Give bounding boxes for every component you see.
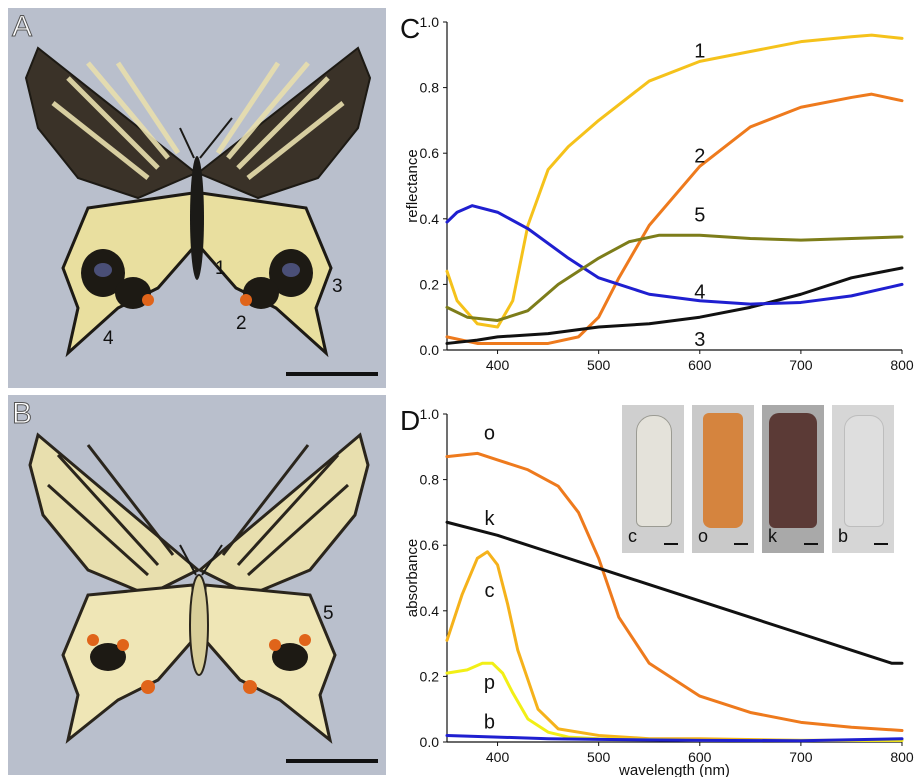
reflectance-chart: C 0.0 0.2 0.4 0.6 0.8 1.0 400 500 600 700 800 reflec… (400, 13, 914, 373)
y-tick-label: 0.0 (420, 734, 440, 750)
y-tick-label: 0.6 (420, 145, 440, 161)
scale-tile-k-label: k (768, 526, 777, 546)
callout-3: 3 (332, 276, 343, 297)
scale-tile-c-label: c (628, 526, 637, 546)
series-label-3: 3 (694, 329, 705, 351)
series-label-4: 4 (694, 282, 705, 304)
series-line-4 (445, 204, 904, 306)
y-axis-label: absorbance (404, 539, 421, 617)
scale-tile-k-bar (804, 543, 818, 545)
y-tick-label: 0.0 (420, 342, 440, 358)
swallowtail-ventral-image (28, 432, 370, 744)
callout-5: 5 (323, 603, 334, 624)
x-tick-label: 500 (587, 357, 611, 373)
scale-tile-b-label: b (838, 526, 849, 546)
series-line-1 (445, 33, 904, 329)
x-tick-label: 800 (890, 357, 914, 373)
series-line-o (445, 451, 904, 733)
y-tick-label: 0.6 (420, 537, 440, 553)
series-line-c (445, 550, 904, 742)
panel-a-label: A (11, 10, 33, 44)
y-axis-label: reflectance (404, 149, 421, 222)
scale-bar-a (286, 372, 378, 376)
scale-tile-b-bar (874, 543, 888, 545)
y-tick-label: 0.4 (420, 211, 440, 227)
x-tick-label: 600 (688, 749, 712, 765)
series-label-c: c (484, 580, 494, 602)
scale-micrograph-inset: c o k b (622, 405, 902, 553)
callout-4: 4 (103, 328, 114, 349)
y-tick-label: 1.0 (420, 406, 440, 422)
y-tick-label: 0.8 (420, 80, 440, 96)
series-label-1: 1 (694, 41, 705, 63)
series-line-p (445, 661, 904, 742)
x-tick-label: 400 (486, 749, 510, 765)
panel-a-photo: A 1 2 3 4 (8, 8, 386, 388)
series-line-k (445, 520, 904, 665)
x-tick-label: 700 (789, 357, 813, 373)
x-tick-label: 400 (486, 357, 510, 373)
scale-bar-b (286, 759, 378, 763)
y-tick-label: 0.4 (420, 603, 440, 619)
x-tick-label: 500 (587, 749, 611, 765)
scale-tile-o: o (692, 405, 754, 553)
scale-tile-c: c (622, 405, 684, 553)
panel-b-photo: B 5 (8, 395, 386, 775)
scale-tile-k: k (762, 405, 824, 553)
scale-tile-o-bar (734, 543, 748, 545)
y-tick-label: 0.8 (420, 472, 440, 488)
x-tick-label: 600 (688, 357, 712, 373)
series-line-2 (445, 92, 904, 345)
x-axis-label: wavelength (nm) (618, 762, 730, 777)
scale-tile-o-label: o (698, 526, 709, 546)
absorbance-chart: D 0.0 0.2 0.4 0.6 0.8 1.0 400 500 600 700 800 absorb… (400, 405, 914, 777)
series-label-2: 2 (694, 145, 705, 167)
panel-label: C (400, 13, 420, 44)
series-label-o: o (484, 423, 495, 445)
series-label-p: p (484, 672, 495, 694)
panel-b-label: B (11, 397, 33, 431)
series-label-k: k (484, 508, 495, 530)
series-label-5: 5 (694, 205, 705, 227)
scale-tile-c-bar (664, 543, 678, 545)
panel-label: D (400, 405, 420, 436)
y-tick-label: 0.2 (420, 276, 440, 292)
series-label-b: b (484, 711, 495, 733)
swallowtail-dorsal-image (24, 46, 372, 358)
y-tick-label: 1.0 (420, 14, 440, 30)
x-tick-label: 800 (890, 749, 914, 765)
series-line-3 (445, 266, 904, 345)
callout-1: 1 (215, 258, 226, 279)
scale-tile-b: b (832, 405, 894, 553)
series-line-b (445, 733, 904, 743)
callout-2: 2 (236, 313, 247, 334)
series-line-5 (445, 233, 904, 322)
x-tick-label: 700 (789, 749, 813, 765)
y-tick-label: 0.2 (420, 668, 440, 684)
